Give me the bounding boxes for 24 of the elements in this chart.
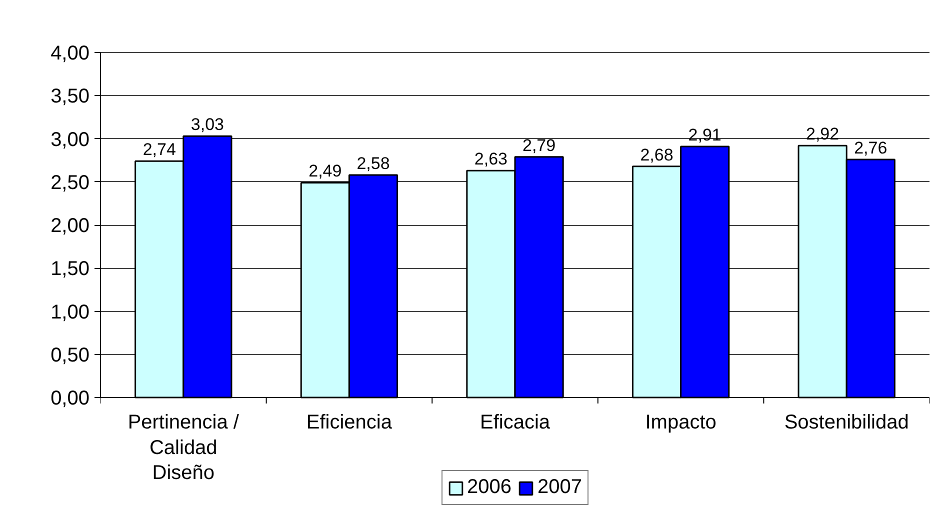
x-tick-label: Pertinencia / Calidad Diseño	[128, 412, 240, 484]
data-label: 3,03	[190, 115, 224, 134]
y-tick-label: 0,50	[50, 344, 90, 366]
y-tick-label: 2,00	[50, 215, 90, 237]
data-label: 2,49	[308, 162, 342, 181]
data-label: 2,68	[640, 145, 674, 164]
x-tick-label: Eficiencia	[306, 412, 393, 434]
data-label: 2,79	[522, 136, 556, 155]
x-tick-label: Sostenibilidad	[784, 412, 909, 434]
data-label: 2,63	[474, 150, 508, 169]
x-tick-label: Eficacia	[480, 412, 551, 434]
y-tick-label: 4,00	[50, 42, 90, 64]
y-tick-label: 1,50	[50, 258, 90, 280]
y-tick-label: 1,00	[50, 301, 90, 324]
y-tick-label: 3,50	[50, 86, 90, 108]
y-tick-label: 2,50	[50, 172, 90, 194]
y-tick-label: 3,00	[50, 128, 90, 151]
x-tick-label: Impacto	[645, 412, 716, 434]
data-label: 2,74	[142, 140, 176, 160]
legend-label: 2006	[467, 476, 512, 499]
legend-label: 2007	[538, 476, 582, 499]
data-label: 2,76	[854, 138, 888, 158]
data-label: 2,58	[356, 154, 390, 173]
y-tick-label: 0,00	[50, 388, 90, 410]
